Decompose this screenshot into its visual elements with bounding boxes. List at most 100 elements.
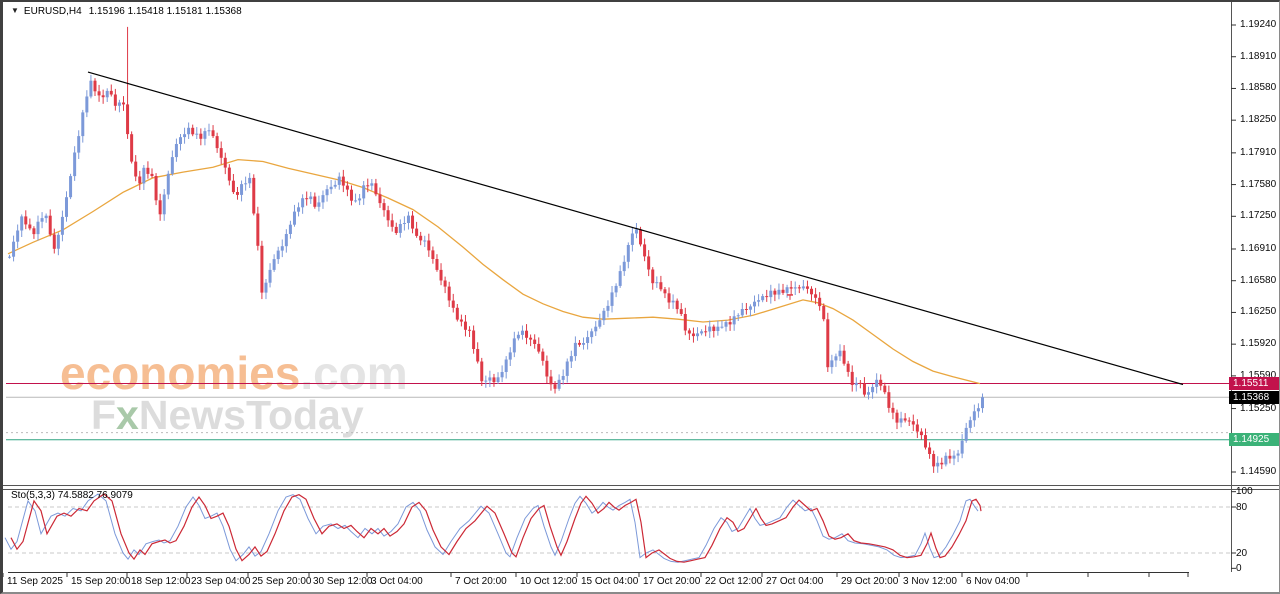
- panel-separator-top[interactable]: [3, 485, 1280, 486]
- bear-candle: [679, 309, 683, 314]
- bear-candle: [231, 180, 235, 193]
- bear-candle: [386, 210, 390, 221]
- bear-candle: [154, 176, 158, 201]
- moving-average-line[interactable]: [7, 158, 981, 385]
- bear-candle: [130, 134, 134, 162]
- bull-candle: [899, 418, 903, 423]
- panel-separator-bottom[interactable]: [3, 489, 1280, 490]
- bear-candle: [252, 177, 256, 214]
- bear-candle: [846, 363, 850, 372]
- bear-candle: [158, 200, 162, 215]
- time-axis-label: 22 Oct 12:00: [705, 576, 763, 587]
- bear-candle: [663, 289, 667, 294]
- bull-candle: [105, 90, 109, 98]
- bear-candle: [826, 319, 830, 368]
- bull-candle: [292, 211, 296, 225]
- stochastic-d-line: [10, 493, 982, 563]
- price-axis-label: 1.17910: [1240, 146, 1277, 158]
- time-axis-label: 30 Sep 12:00: [313, 576, 373, 587]
- bull-candle: [496, 377, 500, 382]
- bull-candle: [606, 305, 610, 311]
- bull-candle: [590, 331, 594, 338]
- price-axis-label: 1.18250: [1240, 114, 1277, 126]
- bull-candle: [634, 229, 638, 234]
- price-axis-label: 1.19240: [1240, 19, 1277, 30]
- bull-candle: [423, 240, 427, 242]
- price-badge-current-price: 1.15368: [1229, 390, 1279, 404]
- bear-candle: [435, 259, 439, 270]
- bull-candle: [358, 198, 362, 201]
- time-axis-label: 15 Sep 20:00: [71, 576, 131, 587]
- stochastic-scale-label: 80: [1236, 501, 1248, 513]
- bear-candle: [235, 192, 239, 195]
- bear-candle: [915, 424, 919, 432]
- chevron-down-icon[interactable]: ▼: [11, 6, 19, 15]
- bull-candle: [288, 224, 292, 234]
- bull-candle: [56, 234, 60, 249]
- bull-candle: [187, 127, 191, 135]
- bull-candle: [264, 282, 268, 293]
- time-axis-label: 11 Sep 2025: [7, 576, 63, 587]
- bull-candle: [398, 224, 402, 233]
- bear-candle: [447, 286, 451, 301]
- bull-candle: [170, 157, 174, 174]
- bull-candle: [178, 137, 182, 144]
- bull-candle: [761, 296, 765, 301]
- bear-candle: [577, 342, 581, 345]
- bull-candle: [272, 259, 276, 270]
- bull-candle: [716, 326, 720, 331]
- bear-candle: [818, 297, 822, 307]
- bull-candle: [81, 112, 85, 137]
- time-axis-label: 6 Nov 04:00: [966, 576, 1020, 587]
- bear-candle: [32, 228, 36, 235]
- bull-candle: [12, 241, 16, 257]
- bear-candle: [687, 330, 691, 334]
- time-axis-label: 18 Sep 12:00: [131, 576, 191, 587]
- bull-candle: [406, 215, 410, 223]
- bull-candle: [622, 261, 626, 272]
- bull-candle: [618, 271, 622, 286]
- bull-candle: [195, 133, 199, 135]
- bear-candle: [150, 173, 154, 176]
- bull-candle: [85, 96, 89, 113]
- bull-candle: [488, 377, 492, 381]
- bear-candle: [928, 447, 932, 454]
- bull-candle: [297, 207, 301, 212]
- bull-candle: [333, 184, 337, 187]
- bull-candle: [280, 246, 284, 251]
- watermark-fxnewstoday: FxNewsToday: [91, 392, 364, 438]
- watermark-economies: economies.com: [60, 347, 408, 399]
- bear-candle: [814, 294, 818, 298]
- bull-candle: [484, 380, 488, 382]
- bear-candle: [146, 167, 150, 174]
- bear-candle: [374, 183, 378, 195]
- bear-candle: [675, 300, 679, 310]
- price-axis-label: 1.16580: [1240, 274, 1277, 286]
- bull-candle: [972, 411, 976, 421]
- bear-candle: [394, 226, 398, 233]
- price-axis-label: 1.15250: [1240, 402, 1277, 414]
- bull-candle: [757, 300, 761, 302]
- price-axis-label: 1.14590: [1240, 466, 1277, 477]
- descending-trendline[interactable]: [87, 71, 1184, 386]
- bull-candle: [594, 326, 598, 332]
- bull-candle: [142, 167, 146, 184]
- price-axis-label: 1.16250: [1240, 306, 1277, 318]
- bull-candle: [753, 301, 757, 307]
- bull-candle: [936, 462, 940, 467]
- bear-candle: [667, 293, 671, 303]
- bull-candle: [69, 176, 73, 198]
- bear-candle: [419, 235, 423, 241]
- bear-candle: [647, 256, 651, 270]
- bull-candle: [696, 333, 700, 337]
- bear-candle: [862, 383, 866, 395]
- bull-candle: [630, 233, 634, 245]
- bear-candle: [744, 309, 748, 310]
- bull-candle: [830, 360, 834, 368]
- bear-candle: [113, 94, 117, 106]
- bull-candle: [317, 202, 321, 207]
- time-axis-label: 29 Oct 20:00: [841, 576, 899, 587]
- bull-candle: [769, 290, 773, 298]
